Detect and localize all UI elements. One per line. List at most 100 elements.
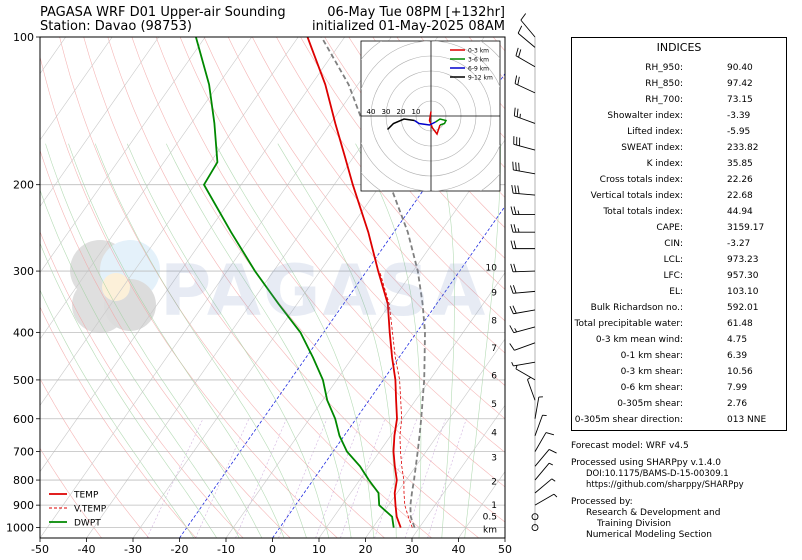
wind-barb <box>517 25 536 48</box>
index-row: CAPE: 3159.17 <box>572 223 786 239</box>
height-km-label: 9 <box>491 289 497 299</box>
wind-barb-profile <box>509 13 558 532</box>
y-tick-label: 100 <box>13 31 34 44</box>
y-tick-label: 200 <box>13 179 34 192</box>
org-line-3: Numerical Modeling Section <box>586 530 713 540</box>
wind-barb <box>531 513 539 521</box>
hodograph-trace <box>435 118 448 126</box>
chart-title-left: PAGASA WRF D01 Upper-air Sounding Statio… <box>40 6 286 34</box>
wind-barb <box>510 263 536 273</box>
index-value: 7.99 <box>727 383 748 393</box>
index-row: K index: 35.85 <box>572 159 786 175</box>
index-row: Cross totals index: 22.26 <box>572 175 786 191</box>
wind-barb <box>510 240 535 250</box>
index-value: 73.15 <box>727 95 753 105</box>
index-row: Showalter index: -3.39 <box>572 111 786 127</box>
x-tick-label: -30 <box>124 543 142 556</box>
dewpoint-line <box>195 37 395 528</box>
wind-barb <box>509 305 536 315</box>
index-row: 0-3 km shear: 10.56 <box>572 367 786 383</box>
x-tick-label: 30 <box>405 543 419 556</box>
y-tick-label: 1000 <box>6 522 34 535</box>
doi-text: DOI:10.1175/BAMS-D-15-00309.1 <box>586 469 729 479</box>
index-label: 0-305m shear direction: <box>574 415 683 425</box>
wind-barb <box>511 184 536 196</box>
pagasa-logo-watermark <box>70 240 160 333</box>
index-label: CAPE: <box>656 223 683 233</box>
index-row: RH_700: 73.15 <box>572 95 786 111</box>
hodograph-legend-label: 0-3 km <box>468 48 489 55</box>
wind-barb <box>527 376 536 401</box>
index-row: LFC: 957.30 <box>572 271 786 287</box>
hodograph-legend-label: 9-12 km <box>468 75 493 82</box>
y-tick-label: 300 <box>13 265 34 278</box>
height-km-label: 4 <box>491 429 497 439</box>
hodograph-ring-label: 10 <box>412 108 421 116</box>
height-km-label: 3 <box>491 454 497 464</box>
index-label: LFC: <box>663 271 683 281</box>
plot-area <box>40 37 505 538</box>
index-row: SWEAT index: 233.82 <box>572 143 786 159</box>
index-label: RH_950: <box>645 63 683 73</box>
wind-barb <box>511 361 536 367</box>
index-value: 957.30 <box>727 271 759 281</box>
index-row: Lifted index: -5.95 <box>572 127 786 143</box>
wind-barb <box>520 13 536 38</box>
index-value: 10.56 <box>727 367 753 377</box>
hodograph-ring-label: 20 <box>397 108 406 116</box>
processed-by: Processed by: <box>571 497 633 507</box>
title-right-line-1: 06-May Tue 08PM [+132hr] <box>327 5 505 20</box>
index-label: Total totals index: <box>603 207 683 217</box>
index-label: 0-1 km shear: <box>620 351 683 361</box>
x-tick-label: 20 <box>359 543 373 556</box>
wind-barb <box>510 224 535 233</box>
x-tick-label: -40 <box>78 543 96 556</box>
virtual-temp-line <box>379 270 413 528</box>
index-label: K index: <box>646 159 683 169</box>
index-value: 61.48 <box>727 319 753 329</box>
index-value: 97.42 <box>727 79 753 89</box>
index-label: Cross totals index: <box>599 175 683 185</box>
wind-barb <box>513 107 536 124</box>
index-label: LCL: <box>663 255 683 265</box>
y-tick-label: 400 <box>13 326 34 339</box>
index-value: 973.23 <box>727 255 759 265</box>
index-label: RH_700: <box>645 95 683 105</box>
height-km-label: 10 <box>486 263 498 273</box>
index-value: 35.85 <box>727 159 753 169</box>
index-label: 0-6 km shear: <box>620 383 683 393</box>
hodograph-trace <box>428 111 441 136</box>
indices-title: INDICES <box>656 41 702 54</box>
org-line-2: Training Division <box>597 519 672 529</box>
index-row: Bulk Richardson no.: 592.01 <box>572 303 786 319</box>
wind-barb <box>534 478 556 494</box>
index-value: 592.01 <box>727 303 759 313</box>
x-tick-label: 10 <box>312 543 326 556</box>
x-tick-label: 40 <box>452 543 466 556</box>
hodograph-inset: 50 40 30 20 100-3 km3-6 km6-9 km9-12 km <box>360 40 501 192</box>
height-km-label: 8 <box>491 316 497 326</box>
wind-barb <box>534 396 543 419</box>
title-line-1: PAGASA WRF D01 Upper-air Sounding <box>40 5 286 20</box>
wind-barb <box>509 285 536 294</box>
title-line-2: Station: Davao (98753) <box>40 19 192 34</box>
indices-panel: INDICES RH_950: 90.40 RH_850: 97.42 RH_700: 7… <box>571 37 787 431</box>
wind-barb <box>534 449 557 467</box>
wind-barb <box>513 136 536 151</box>
index-row: RH_850: 97.42 <box>572 79 786 95</box>
index-value: 3159.17 <box>727 223 765 233</box>
index-label: Bulk Richardson no.: <box>590 303 683 313</box>
temperature-line <box>306 37 402 528</box>
index-value: -3.39 <box>727 111 751 121</box>
index-row: 0-1 km shear: 6.39 <box>572 351 786 367</box>
legend-label: TEMP <box>73 491 99 501</box>
index-label: Lifted index: <box>627 127 683 137</box>
index-value: 2.76 <box>727 399 748 409</box>
index-value: 233.82 <box>727 143 759 153</box>
index-value: 44.94 <box>727 207 753 217</box>
chart-title-right: 06-May Tue 08PM [+132hr] initialized 01-… <box>312 6 505 34</box>
processed-using: Processed using SHARPpy v.1.4.0 <box>571 458 722 468</box>
index-value: 103.10 <box>727 287 759 297</box>
wind-barb <box>534 493 558 506</box>
height-km-label: 6 <box>491 372 497 382</box>
